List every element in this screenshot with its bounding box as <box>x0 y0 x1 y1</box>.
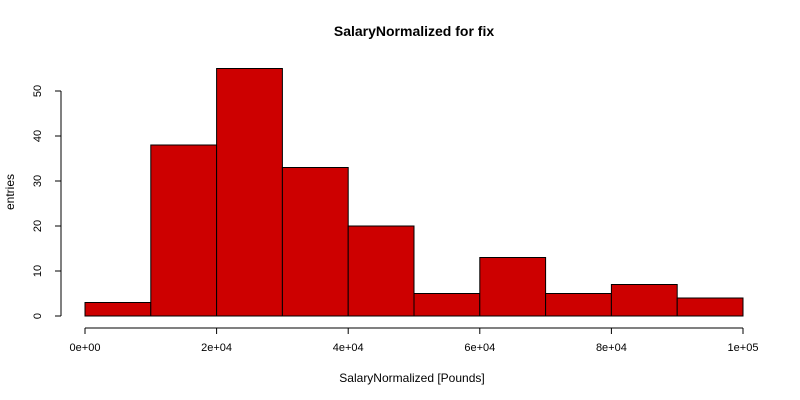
y-tick-label-1: 10 <box>32 265 44 277</box>
y-axis-label: entries <box>3 174 17 210</box>
chart-title: SalaryNormalized for fix <box>334 23 494 39</box>
x-tick-label-0: 0e+00 <box>70 342 101 354</box>
histogram-bar-2 <box>216 68 283 317</box>
histogram-bar-1 <box>150 144 218 317</box>
histogram-bar-8 <box>610 284 678 317</box>
bars-group <box>84 68 744 317</box>
histogram-bar-3 <box>281 167 349 317</box>
y-tick-label-4: 40 <box>32 130 44 142</box>
x-tick-label-5: 1e+05 <box>728 342 759 354</box>
histogram-bar-7 <box>545 293 612 317</box>
histogram-bar-0 <box>84 302 152 317</box>
histogram-bar-9 <box>676 297 744 317</box>
y-tick-label-2: 20 <box>32 220 44 232</box>
x-tick-label-1: 2e+04 <box>201 342 232 354</box>
histogram-bar-4 <box>347 225 415 317</box>
y-tick-label-5: 50 <box>32 85 44 97</box>
y-tick-label-0: 0 <box>32 313 44 319</box>
x-tick-label-3: 6e+04 <box>464 342 495 354</box>
x-axis: 0e+00 2e+04 4e+04 6e+04 8e+04 1e+05 <box>70 327 759 354</box>
histogram-bar-6 <box>479 257 547 317</box>
x-axis-label: SalaryNormalized [Pounds] <box>339 371 484 385</box>
x-tick-label-2: 4e+04 <box>333 342 364 354</box>
y-axis: 0 10 20 30 40 50 <box>32 85 62 319</box>
x-tick-label-4: 8e+04 <box>596 342 627 354</box>
y-tick-label-3: 30 <box>32 175 44 187</box>
histogram-bar-5 <box>413 293 481 317</box>
